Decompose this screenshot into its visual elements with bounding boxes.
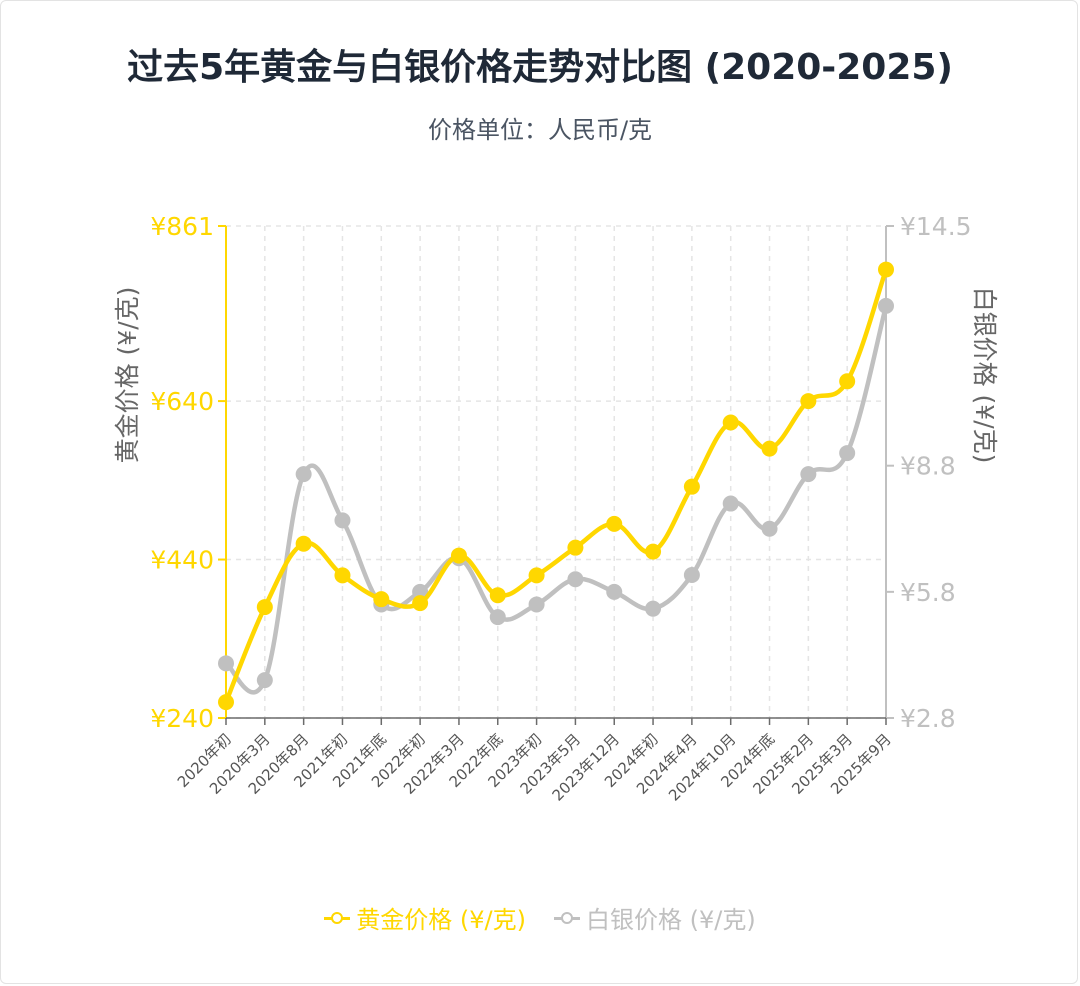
silver-data-point — [295, 466, 312, 483]
silver-data-point — [645, 600, 662, 617]
grid-lines — [225, 225, 887, 719]
gold-data-point — [722, 414, 739, 431]
gold-data-point — [334, 567, 351, 584]
chart-title: 过去5年黄金与白银价格走势对比图 (2020-2025) — [127, 47, 953, 88]
silver-data-point — [839, 445, 856, 462]
silver-data-point — [800, 466, 817, 483]
gold-data-point — [606, 515, 623, 532]
silver-data-point — [412, 583, 429, 600]
y-left-tick-label: ¥640 — [150, 387, 214, 416]
gold-data-point — [839, 373, 856, 390]
silver-data-point — [218, 655, 234, 672]
legend-gold-marker — [324, 911, 351, 925]
silver-data-point — [683, 567, 700, 584]
gold-data-point — [450, 547, 467, 564]
gold-data-point — [373, 591, 390, 608]
y-right-tick-label: ¥8.8 — [900, 452, 956, 481]
legend-item-silver[interactable]: 白银价格 (¥/克) — [554, 900, 756, 935]
gold-data-point — [878, 261, 894, 278]
silver-series-line — [224, 305, 889, 695]
y-right-tick-label: ¥14.5 — [900, 212, 972, 241]
gold-data-point — [645, 543, 662, 560]
y-left-tick-label: ¥861 — [150, 212, 214, 241]
legend-silver-marker — [554, 911, 580, 925]
gold-data-point — [683, 478, 700, 495]
y-left-tick-label: ¥440 — [150, 546, 214, 575]
gold-data-point — [295, 535, 312, 552]
y-left-tick-label: ¥240 — [150, 704, 214, 733]
y-right-tick-label: ¥2.8 — [900, 704, 956, 733]
gold-data-point — [489, 587, 506, 604]
series — [218, 261, 894, 711]
gold-data-point — [567, 539, 584, 556]
silver-data-point — [256, 672, 273, 689]
silver-data-point — [334, 512, 351, 529]
silver-data-point — [722, 495, 739, 512]
y-right-axis-title: 白银价格 (¥/克) — [970, 287, 999, 464]
gold-data-point — [761, 440, 778, 457]
silver-data-point — [528, 596, 545, 613]
gold-data-point — [528, 567, 545, 584]
gold-data-point — [218, 694, 234, 711]
silver-data-point — [567, 571, 584, 588]
gold-data-point — [256, 599, 273, 616]
gold-data-point — [412, 595, 429, 612]
chart-subtitle: 价格单位：人民币/克 — [427, 116, 653, 144]
y-right-tick-label: ¥5.8 — [900, 578, 956, 607]
legend-item-gold[interactable]: 黄金价格 (¥/克) — [324, 900, 526, 935]
silver-data-point — [489, 609, 506, 626]
axis-labels: ¥240¥440¥640¥861¥2.8¥5.8¥8.8¥14.52020年初2… — [113, 212, 999, 805]
silver-data-point — [761, 520, 778, 537]
legend-gold-label: 黄金价格 (¥/克) — [356, 906, 526, 934]
gold-data-point — [800, 393, 817, 410]
silver-data-point — [878, 297, 894, 314]
legend: 黄金价格 (¥/克) 白银价格 (¥/克) — [0, 900, 1080, 935]
gold-series-line — [223, 268, 889, 704]
silver-data-point — [606, 583, 623, 600]
y-left-axis-title: 黄金价格 (¥/克) — [113, 287, 142, 464]
legend-silver-label: 白银价格 (¥/克) — [586, 906, 756, 934]
